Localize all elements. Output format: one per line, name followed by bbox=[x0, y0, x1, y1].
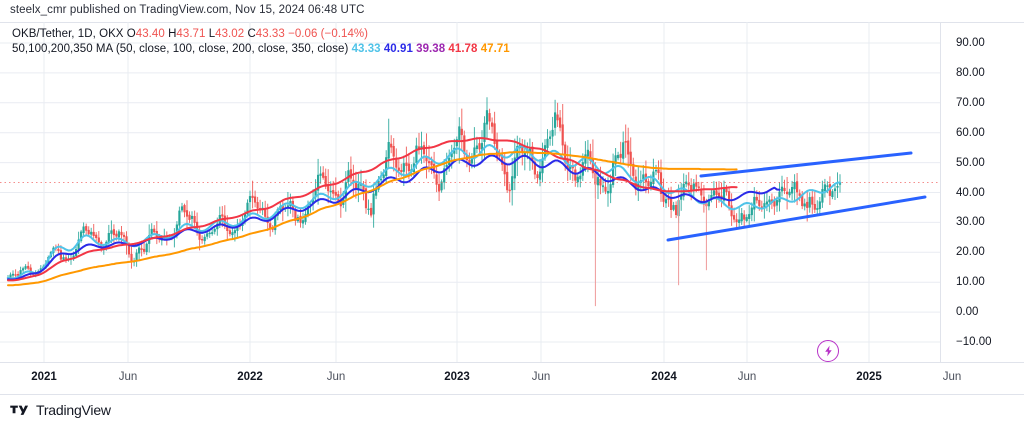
time-tick-label: Jun bbox=[942, 371, 962, 383]
time-tick-label: 2025 bbox=[856, 371, 882, 383]
price-axis[interactable]: 90.00 80.00 70.00 60.00 50.00 40.00 30.00 20.00… bbox=[940, 22, 1024, 362]
price-tick-label: 0.00 bbox=[956, 306, 979, 319]
price-tick-label: −10.00 bbox=[956, 336, 992, 348]
time-tick-label: 2021 bbox=[31, 371, 57, 383]
time-tick-label: 2022 bbox=[237, 371, 263, 383]
tradingview-mark-icon bbox=[10, 405, 29, 415]
time-tick-label: Jun bbox=[531, 371, 551, 383]
candlestick-series bbox=[6, 97, 842, 307]
price-tick-label: 70.00 bbox=[956, 96, 985, 109]
ma-line-1 bbox=[7, 144, 841, 280]
chart-plot-area[interactable] bbox=[0, 22, 940, 362]
price-tick-label: 50.00 bbox=[956, 156, 985, 169]
time-tick-label: 2023 bbox=[444, 371, 470, 383]
time-tick-label: 2024 bbox=[651, 371, 677, 383]
grid-lines bbox=[0, 22, 940, 362]
lightning-bolt-icon[interactable] bbox=[817, 340, 839, 362]
price-tick-label: 60.00 bbox=[956, 126, 985, 139]
time-axis[interactable]: 2021 Jun 2022 Jun 2023 Jun 2024 Jun 2025 Jun bbox=[0, 362, 1024, 394]
ma-line-4 bbox=[7, 151, 738, 287]
price-chart-svg bbox=[0, 22, 940, 362]
price-axis-divider bbox=[940, 22, 941, 362]
tradingview-logo[interactable]: TradingView bbox=[10, 402, 111, 418]
price-tick-label: 10.00 bbox=[956, 276, 985, 289]
price-tick-label: 30.00 bbox=[956, 216, 985, 229]
time-axis-top-divider bbox=[0, 362, 1024, 363]
header-divider bbox=[0, 22, 1024, 23]
channel-upper bbox=[699, 151, 913, 178]
time-tick-label: Jun bbox=[118, 371, 138, 383]
attribution-text: steelx_cmr published on TradingView.com,… bbox=[10, 4, 365, 16]
time-axis-bottom-divider bbox=[0, 394, 1024, 395]
time-tick-label: Jun bbox=[737, 371, 757, 383]
price-tick-label: 90.00 bbox=[956, 37, 985, 49]
price-tick-label: 40.00 bbox=[956, 186, 985, 199]
tradingview-wordmark: TradingView bbox=[36, 402, 111, 418]
price-tick-label: 80.00 bbox=[956, 66, 985, 79]
time-tick-label: Jun bbox=[326, 371, 346, 383]
channel-lower bbox=[666, 195, 927, 242]
price-tick-label: 20.00 bbox=[956, 246, 985, 259]
ma-line-3 bbox=[7, 137, 738, 282]
